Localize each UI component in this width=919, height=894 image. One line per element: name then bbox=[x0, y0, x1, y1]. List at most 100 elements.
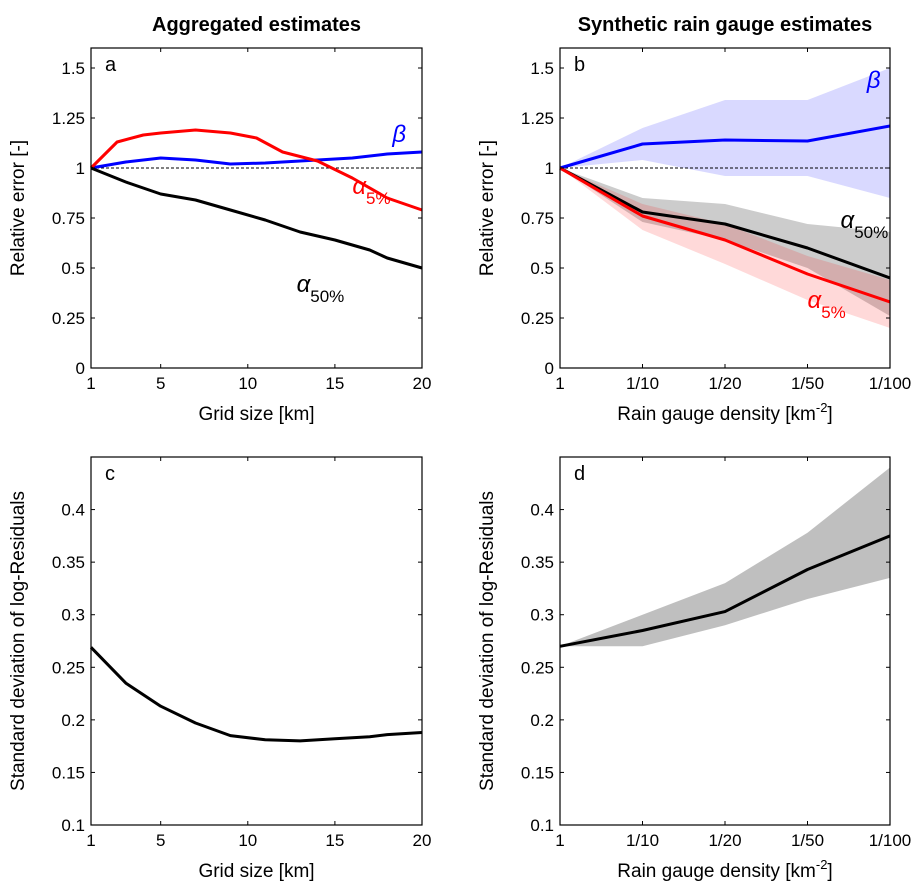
x-axis-label-superscript: -2 bbox=[816, 857, 828, 872]
x-tick-label: 1/50 bbox=[791, 831, 824, 850]
y-tick-label: 0.4 bbox=[61, 501, 85, 520]
x-axis-label: Rain gauge density [km-2] bbox=[617, 400, 832, 425]
x-tick-label: 15 bbox=[325, 374, 344, 393]
series-line-1 bbox=[89, 128, 423, 212]
y-axis-label: Standard deviation of log-Residuals bbox=[477, 491, 498, 791]
x-tick-label: 5 bbox=[156, 374, 165, 393]
x-axis-label-end: ] bbox=[827, 404, 832, 425]
x-tick-label: 1/100 bbox=[869, 831, 912, 850]
x-tick-label: 10 bbox=[238, 374, 257, 393]
x-tick-label: 10 bbox=[238, 831, 257, 850]
y-tick-label: 0.2 bbox=[61, 711, 85, 730]
uncertainty-band bbox=[560, 168, 890, 328]
y-axis-label: Relative error [-] bbox=[8, 140, 29, 276]
y-tick-label: 0.3 bbox=[61, 606, 85, 625]
x-tick-label: 20 bbox=[413, 831, 432, 850]
y-tick-label: 1.25 bbox=[521, 109, 554, 128]
x-axis-label: Grid size [km] bbox=[198, 861, 314, 882]
x-tick-label: 1/20 bbox=[708, 374, 741, 393]
series-annotation: α50% bbox=[841, 207, 889, 242]
x-axis-label: Grid size [km] bbox=[198, 404, 314, 425]
y-tick-label: 0.35 bbox=[52, 553, 85, 572]
panel-label: c bbox=[105, 463, 115, 485]
y-tick-label: 1 bbox=[545, 159, 554, 178]
series-line-0 bbox=[89, 646, 423, 743]
y-tick-label: 0.75 bbox=[521, 209, 554, 228]
annotation-subscript: 50% bbox=[854, 223, 888, 242]
x-axis-label-superscript: -2 bbox=[816, 400, 828, 415]
panel-label: a bbox=[105, 54, 117, 76]
x-tick-label: 1 bbox=[555, 831, 564, 850]
x-tick-label: 5 bbox=[156, 831, 165, 850]
series-annotation: α5% bbox=[352, 173, 390, 208]
x-tick-label: 1/20 bbox=[708, 831, 741, 850]
panel-label: b bbox=[574, 54, 585, 76]
y-tick-label: 0.25 bbox=[521, 658, 554, 677]
x-tick-label: 20 bbox=[413, 374, 432, 393]
series-line-0 bbox=[559, 534, 891, 648]
x-tick-label: 1 bbox=[86, 831, 95, 850]
y-tick-label: 0.25 bbox=[52, 658, 85, 677]
y-tick-label: 0.4 bbox=[530, 501, 554, 520]
uncertainty-band bbox=[560, 68, 890, 198]
series-annotation: α5% bbox=[808, 287, 846, 322]
x-axis-label: Rain gauge density [km-2] bbox=[617, 857, 832, 882]
x-tick-label: 15 bbox=[325, 831, 344, 850]
annotation-symbol: β bbox=[866, 67, 881, 94]
panel-b: 1 1/10 1/20 1/50 1/100 0 0.25 0.5 0.75 1 1.25 1.5 Sy… bbox=[477, 14, 911, 425]
chart-title: Aggregated estimates bbox=[152, 14, 361, 36]
x-axis-label-text: Grid size [km] bbox=[198, 861, 314, 882]
y-tick-label: 0.15 bbox=[52, 763, 85, 782]
x-tick-label: 1/10 bbox=[626, 374, 659, 393]
y-tick-label: 1.5 bbox=[61, 59, 85, 78]
x-tick-label: 1/50 bbox=[791, 374, 824, 393]
plot-area bbox=[91, 48, 422, 368]
x-axis-label-end: ] bbox=[827, 861, 832, 882]
annotation-symbol: β bbox=[391, 121, 406, 148]
x-tick-label: 1 bbox=[86, 374, 95, 393]
y-tick-label: 1.25 bbox=[52, 109, 85, 128]
x-axis-label-text: Rain gauge density [km bbox=[617, 861, 816, 882]
series-line-0 bbox=[90, 150, 423, 170]
plot-area bbox=[560, 457, 890, 825]
y-tick-label: 0 bbox=[76, 359, 85, 378]
annotation-subscript: 5% bbox=[366, 189, 391, 208]
series-annotation: α50% bbox=[297, 271, 345, 306]
y-tick-label: 0.15 bbox=[521, 763, 554, 782]
uncertainty-band bbox=[560, 168, 890, 316]
y-tick-label: 0.2 bbox=[530, 711, 554, 730]
panel-label: d bbox=[574, 463, 585, 485]
y-tick-label: 0 bbox=[545, 359, 554, 378]
x-tick-label: 1/10 bbox=[626, 831, 659, 850]
series-line-2 bbox=[90, 166, 423, 270]
y-tick-label: 1.5 bbox=[530, 59, 554, 78]
series-line-1 bbox=[559, 166, 891, 280]
y-tick-label: 0.1 bbox=[530, 816, 554, 835]
y-tick-label: 0.75 bbox=[52, 209, 85, 228]
x-axis-label-text: Grid size [km] bbox=[198, 404, 314, 425]
y-tick-label: 0.25 bbox=[52, 309, 85, 328]
x-axis-label-text: Rain gauge density [km bbox=[617, 404, 816, 425]
annotation-symbol: α bbox=[841, 207, 856, 234]
x-tick-label: 1 bbox=[555, 374, 564, 393]
x-tick-label: 1/100 bbox=[869, 374, 912, 393]
annotation-symbol: α bbox=[808, 287, 823, 314]
chart-title: Synthetic rain gauge estimates bbox=[578, 14, 873, 36]
annotation-subscript: 50% bbox=[310, 287, 344, 306]
axes-frame bbox=[90, 456, 423, 826]
series-line-0 bbox=[559, 124, 891, 170]
y-tick-label: 0.5 bbox=[61, 259, 85, 278]
y-axis-label: Standard deviation of log-Residuals bbox=[8, 491, 29, 791]
y-tick-label: 0.1 bbox=[61, 816, 85, 835]
annotation-symbol: α bbox=[352, 173, 367, 200]
y-tick-label: 0.25 bbox=[521, 309, 554, 328]
annotation-subscript: 5% bbox=[821, 303, 846, 322]
series-annotation: β bbox=[866, 67, 881, 94]
y-tick-label: 0.35 bbox=[521, 553, 554, 572]
y-tick-label: 1 bbox=[76, 159, 85, 178]
series-annotation: β bbox=[391, 121, 406, 148]
y-tick-label: 0.5 bbox=[530, 259, 554, 278]
